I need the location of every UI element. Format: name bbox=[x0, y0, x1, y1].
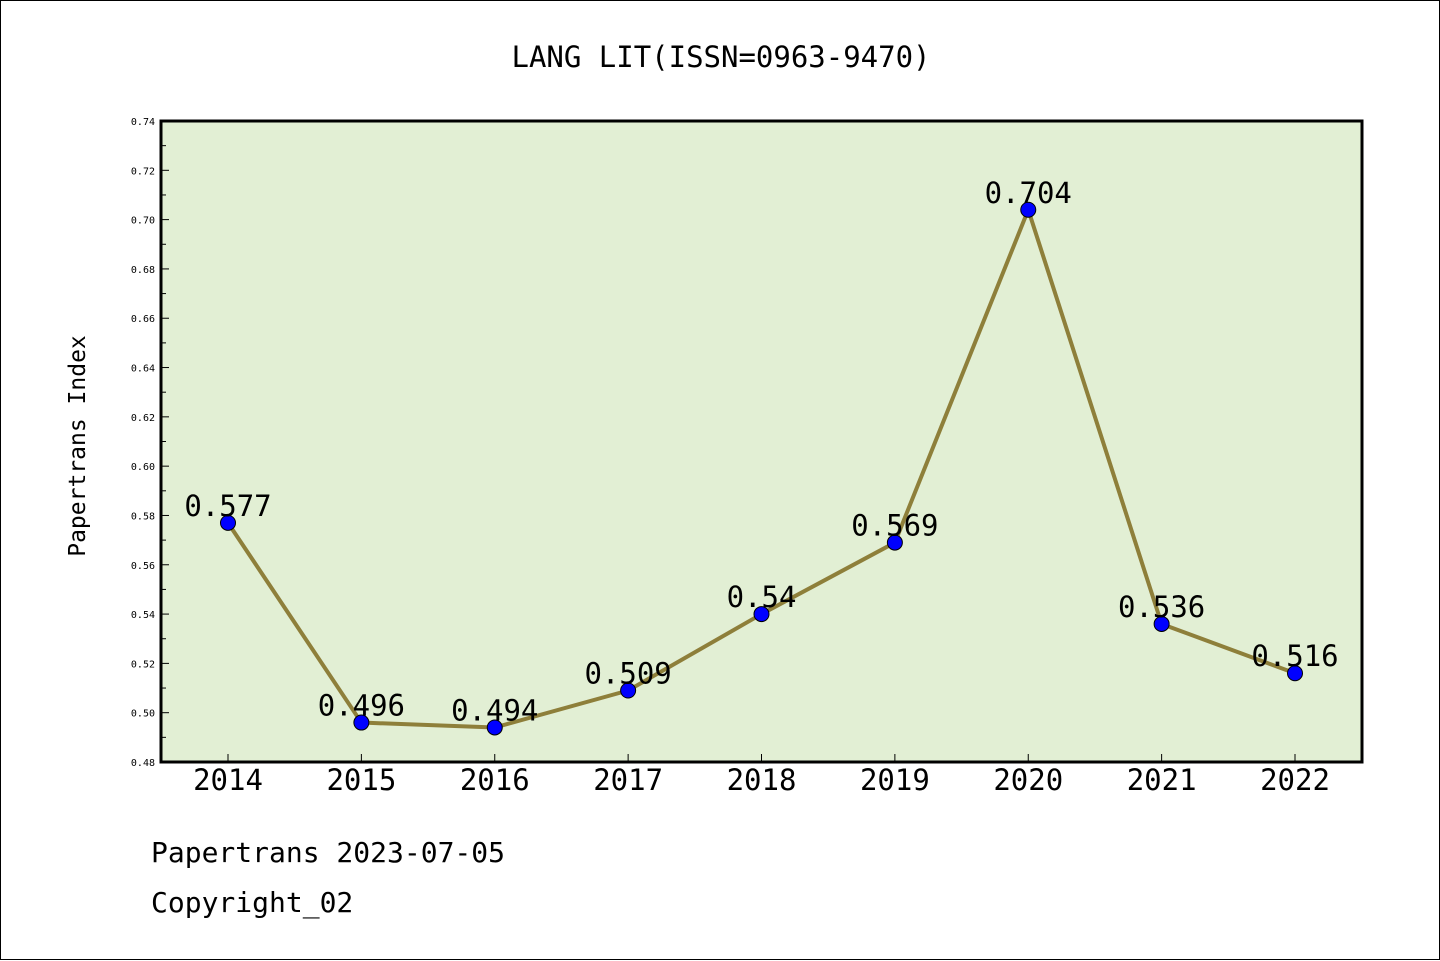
y-tick-label: 0.54 bbox=[131, 610, 155, 621]
x-tick-label: 2017 bbox=[593, 763, 663, 797]
data-point-marker bbox=[1153, 615, 1170, 632]
plot-area bbox=[161, 121, 1362, 762]
y-tick-label: 0.48 bbox=[131, 758, 155, 769]
data-value-label: 0.704 bbox=[985, 176, 1072, 210]
data-value-label: 0.516 bbox=[1251, 639, 1338, 673]
data-value-label: 0.577 bbox=[184, 489, 271, 523]
data-point-marker bbox=[753, 606, 770, 623]
y-tick-label: 0.58 bbox=[131, 511, 155, 522]
x-tick-label: 2015 bbox=[326, 763, 396, 797]
x-tick-label: 2020 bbox=[993, 763, 1063, 797]
x-tick-label: 2014 bbox=[193, 763, 263, 797]
data-value-label: 0.536 bbox=[1118, 590, 1205, 624]
x-tick-label: 2019 bbox=[860, 763, 930, 797]
data-value-label: 0.494 bbox=[451, 693, 538, 727]
y-tick-label: 0.50 bbox=[131, 709, 155, 720]
x-tick-label: 2022 bbox=[1260, 763, 1330, 797]
y-tick-label: 0.66 bbox=[131, 314, 155, 325]
footer-copyright: Copyright_02 bbox=[151, 886, 354, 919]
x-tick-label: 2016 bbox=[460, 763, 530, 797]
data-point-marker bbox=[486, 719, 503, 736]
data-markers bbox=[220, 201, 1303, 736]
data-value-label: 0.54 bbox=[727, 580, 797, 614]
y-tick-label: 0.70 bbox=[131, 216, 155, 227]
x-tick-label: 2021 bbox=[1127, 763, 1197, 797]
y-tick-label: 0.64 bbox=[131, 364, 155, 375]
data-point-marker bbox=[220, 514, 236, 531]
data-value-label: 0.509 bbox=[584, 657, 671, 691]
y-tick-label: 0.52 bbox=[131, 659, 155, 670]
y-tick-label: 0.68 bbox=[131, 265, 155, 276]
x-tick-label: 2018 bbox=[727, 763, 797, 797]
y-axis-ticks: 0.48 0.50 0.52 0.54 0.56 0.58 0.60 0.62 0.64 0.66… bbox=[131, 117, 169, 769]
data-point-marker bbox=[353, 714, 370, 731]
x-axis-ticks: 2014 2015 2016 2017 2018 2019 2020 2021 2022 bbox=[193, 754, 1330, 797]
y-axis-label: Papertrans Index bbox=[65, 335, 91, 557]
chart-title: LANG LIT(ISSN=0963-9470) bbox=[511, 40, 930, 74]
data-point-marker bbox=[1020, 201, 1037, 218]
data-point-marker bbox=[620, 682, 637, 699]
data-value-label: 0.496 bbox=[318, 689, 405, 723]
y-tick-label: 0.72 bbox=[131, 166, 155, 177]
footer-source: Papertrans 2023-07-05 bbox=[151, 836, 506, 869]
y-tick-label: 0.56 bbox=[131, 561, 155, 572]
y-tick-label: 0.74 bbox=[131, 117, 155, 128]
plot-border bbox=[159, 119, 1364, 764]
data-value-label: 0.569 bbox=[851, 509, 938, 543]
data-point-marker bbox=[886, 534, 903, 551]
data-point-marker bbox=[1287, 665, 1303, 682]
data-labels: 0.577 0.496 0.494 0.509 0.54 0.569 0.704 0.536 0… bbox=[184, 176, 1338, 728]
y-tick-label: 0.60 bbox=[131, 462, 155, 473]
y-tick-label: 0.62 bbox=[131, 413, 155, 424]
